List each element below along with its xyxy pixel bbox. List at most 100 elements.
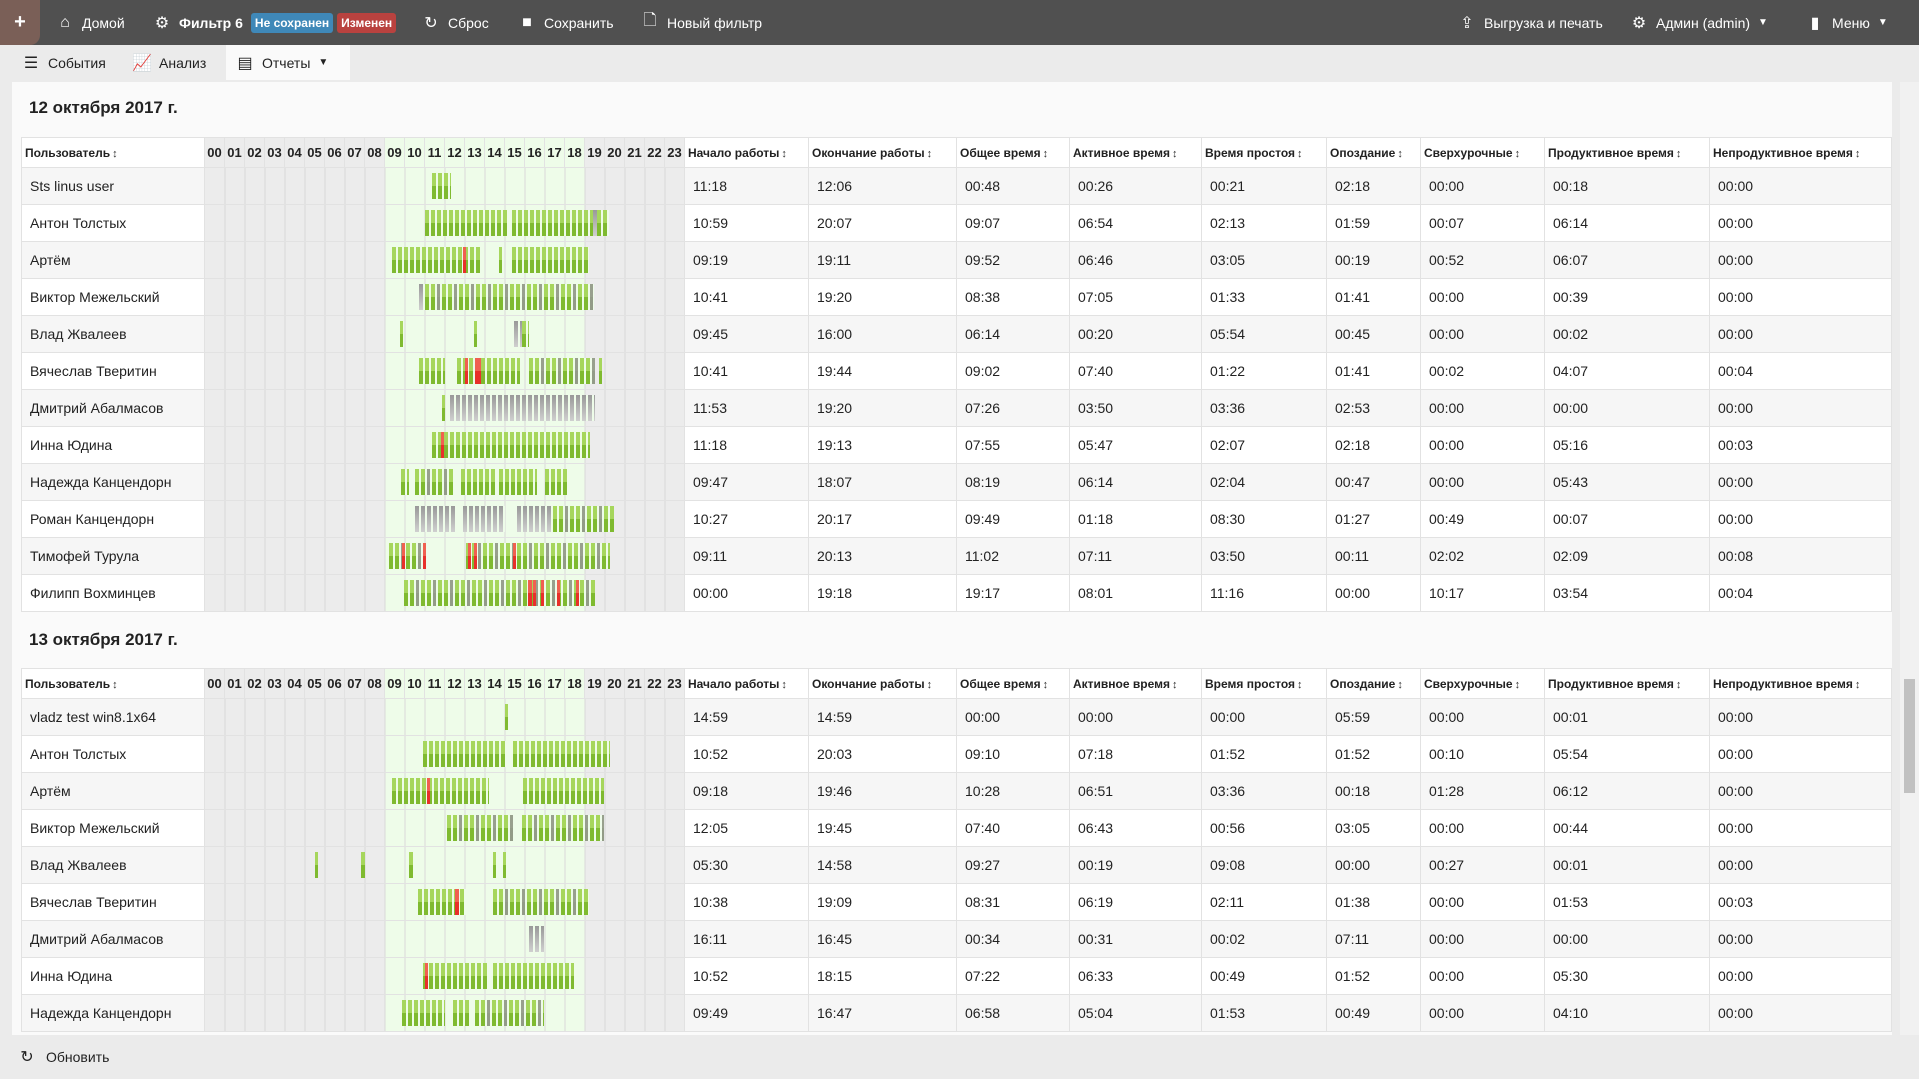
sort-icon[interactable]: ↕ <box>112 147 118 160</box>
table-row[interactable]: Надежда Канцендорн 09:49 16:47 06:58 05:04 01… <box>21 994 1892 1032</box>
metric-column-header[interactable]: Время простоя ↕ <box>1201 137 1327 168</box>
table-row[interactable]: Тимофей Турула 09:11 20:13 11:02 07:11 03:50 0… <box>21 537 1892 575</box>
user-name[interactable]: Виктор Межельский <box>21 809 205 847</box>
table-row[interactable]: Виктор Межельский 12:05 19:45 07:40 06:43 00:… <box>21 809 1892 847</box>
sort-icon[interactable]: ↕ <box>1172 147 1178 160</box>
metric-column-header[interactable]: Опоздание ↕ <box>1326 668 1421 699</box>
metric-value: 08:31 <box>956 883 1070 921</box>
scrollbar-thumb[interactable] <box>1904 679 1915 793</box>
metric-column-header[interactable]: Общее время ↕ <box>956 668 1070 699</box>
user-name[interactable]: Артём <box>21 772 205 810</box>
user-name[interactable]: Sts linus user <box>21 167 205 205</box>
user-name[interactable]: vladz test win8.1x64 <box>21 698 205 736</box>
metric-column-header[interactable]: Окончание работы ↕ <box>808 137 957 168</box>
table-row[interactable]: Вячеслав Тверитин 10:38 19:09 08:31 06:19 02:… <box>21 883 1892 921</box>
user-column-header[interactable]: Пользователь ↕ <box>21 668 205 699</box>
user-column-header[interactable]: Пользователь ↕ <box>21 137 205 168</box>
table-row[interactable]: Антон Толстых 10:59 20:07 09:07 06:54 02:13 01… <box>21 204 1892 242</box>
user-name[interactable]: Антон Толстых <box>21 204 205 242</box>
user-name[interactable]: Дмитрий Абалмасов <box>21 389 205 427</box>
vertical-scrollbar[interactable] <box>1900 82 1919 1035</box>
sort-icon[interactable]: ↕ <box>781 678 787 691</box>
sort-icon[interactable]: ↕ <box>1675 147 1682 160</box>
table-row[interactable]: Инна Юдина 11:18 19:13 07:55 05:47 02:07 02:18… <box>21 426 1892 464</box>
user-name[interactable]: Артём <box>21 241 205 279</box>
user-name[interactable]: Вячеслав Тверитин <box>21 883 205 921</box>
sort-icon[interactable]: ↕ <box>1514 678 1521 691</box>
add-button[interactable]: + <box>0 0 40 45</box>
user-name[interactable]: Надежда Канцендорн <box>21 994 205 1032</box>
user-name[interactable]: Влад Жвалеев <box>21 846 205 884</box>
metric-column-header[interactable]: Сверхурочные ↕ <box>1420 137 1545 168</box>
table-row[interactable]: Влад Жвалеев 09:45 16:00 06:14 00:20 05:54 00:… <box>21 315 1892 353</box>
export-button[interactable]: ⇪ Выгрузка и печать <box>1458 0 1602 45</box>
metric-column-header[interactable]: Активное время ↕ <box>1069 668 1202 699</box>
reset-button[interactable]: ↻ Сброс <box>422 0 488 45</box>
user-menu[interactable]: ⚙ Админ (admin) ▼ <box>1630 0 1768 45</box>
user-name[interactable]: Инна Юдина <box>21 426 205 464</box>
tab-reports[interactable]: ▤ Отчеты ▼ <box>226 45 350 80</box>
sort-icon[interactable]: ↕ <box>1172 678 1178 691</box>
user-name[interactable]: Филипп Вохминцев <box>21 574 205 612</box>
main-menu[interactable]: ▮ Меню ▼ <box>1806 0 1888 45</box>
table-row[interactable]: Филипп Вохминцев 00:00 19:18 19:17 08:01 11:1… <box>21 574 1892 612</box>
sort-icon[interactable]: ↕ <box>1397 147 1403 160</box>
new-filter-button[interactable]: 🗋 Новый фильтр <box>641 0 762 45</box>
user-name[interactable]: Роман Канцендорн <box>21 500 205 538</box>
tab-events[interactable]: ☰ События <box>12 45 116 80</box>
sort-icon[interactable]: ↕ <box>1854 147 1861 160</box>
table-row[interactable]: Sts linus user 11:18 12:06 00:48 00:26 00:21 0… <box>21 167 1892 205</box>
sort-icon[interactable]: ↕ <box>781 147 787 160</box>
user-name[interactable]: Надежда Канцендорн <box>21 463 205 501</box>
sort-icon[interactable]: ↕ <box>1042 678 1049 691</box>
metric-column-header[interactable]: Активное время ↕ <box>1069 137 1202 168</box>
sort-icon[interactable]: ↕ <box>926 678 933 691</box>
table-row[interactable]: Надежда Канцендорн 09:47 18:07 08:19 06:14 02… <box>21 463 1892 501</box>
save-button[interactable]: ■ Сохранить <box>518 0 613 45</box>
user-name[interactable]: Влад Жвалеев <box>21 315 205 353</box>
metric-column-header[interactable]: Непродуктивное время ↕ <box>1709 137 1892 168</box>
table-row[interactable]: Вячеслав Тверитин 10:41 19:44 09:02 07:40 01:… <box>21 352 1892 390</box>
user-name[interactable]: Инна Юдина <box>21 957 205 995</box>
table-row[interactable]: Дмитрий Абалмасов 11:53 19:20 07:26 03:50 03:… <box>21 389 1892 427</box>
sort-icon[interactable]: ↕ <box>1297 678 1303 691</box>
table-row[interactable]: Инна Юдина 10:52 18:15 07:22 06:33 00:49 01:52… <box>21 957 1892 995</box>
metric-column-header[interactable]: Продуктивное время ↕ <box>1544 668 1710 699</box>
table-row[interactable]: Роман Канцендорн 10:27 20:17 09:49 01:18 08:3… <box>21 500 1892 538</box>
metric-value: 19:46 <box>808 772 957 810</box>
filter-button[interactable]: ⚙ Фильтр 6 Не сохранен Изменен <box>153 0 397 45</box>
sort-icon[interactable]: ↕ <box>112 678 118 691</box>
sort-icon[interactable]: ↕ <box>1042 147 1049 160</box>
metric-column-header[interactable]: Продуктивное время ↕ <box>1544 137 1710 168</box>
metric-column-header[interactable]: Опоздание ↕ <box>1326 137 1421 168</box>
tab-analysis[interactable]: 📈 Анализ <box>123 45 216 80</box>
table-row[interactable]: Артём 09:18 19:46 10:28 06:51 03:36 00:18 01:28… <box>21 772 1892 810</box>
table-row[interactable]: Виктор Межельский 10:41 19:20 08:38 07:05 01:… <box>21 278 1892 316</box>
sort-icon[interactable]: ↕ <box>1397 678 1403 691</box>
table-row[interactable]: Артём 09:19 19:11 09:52 06:46 03:05 00:19 00:52… <box>21 241 1892 279</box>
metric-column-header[interactable]: Непродуктивное время ↕ <box>1709 668 1892 699</box>
bottom-bar: ↻ Обновить <box>0 1035 1919 1079</box>
sort-icon[interactable]: ↕ <box>1297 147 1303 160</box>
metric-column-header[interactable]: Время простоя ↕ <box>1201 668 1327 699</box>
table-row[interactable]: Влад Жвалеев 05:30 14:58 09:27 00:19 09:08 00:… <box>21 846 1892 884</box>
table-row[interactable]: vladz test win8.1x64 14:59 14:59 00:00 00:00… <box>21 698 1892 736</box>
sort-icon[interactable]: ↕ <box>1854 678 1861 691</box>
user-name[interactable]: Антон Толстых <box>21 735 205 773</box>
metric-column-header[interactable]: Начало работы ↕ <box>684 668 809 699</box>
user-name[interactable]: Тимофей Турула <box>21 537 205 575</box>
refresh-button[interactable]: ↻ Обновить <box>18 1035 109 1079</box>
sort-icon[interactable]: ↕ <box>1675 678 1682 691</box>
metric-column-header[interactable]: Окончание работы ↕ <box>808 668 957 699</box>
metric-column-header[interactable]: Начало работы ↕ <box>684 137 809 168</box>
metric-column-header[interactable]: Сверхурочные ↕ <box>1420 668 1545 699</box>
sort-icon[interactable]: ↕ <box>1514 147 1521 160</box>
table-row[interactable]: Дмитрий Абалмасов 16:11 16:45 00:34 00:31 00:… <box>21 920 1892 958</box>
sort-icon[interactable]: ↕ <box>926 147 933 160</box>
metric-column-header[interactable]: Общее время ↕ <box>956 137 1070 168</box>
home-button[interactable]: ⌂ Домой <box>56 0 125 45</box>
user-name[interactable]: Вячеслав Тверитин <box>21 352 205 390</box>
table-row[interactable]: Антон Толстых 10:52 20:03 09:10 07:18 01:52 01… <box>21 735 1892 773</box>
user-name[interactable]: Виктор Межельский <box>21 278 205 316</box>
user-name[interactable]: Дмитрий Абалмасов <box>21 920 205 958</box>
